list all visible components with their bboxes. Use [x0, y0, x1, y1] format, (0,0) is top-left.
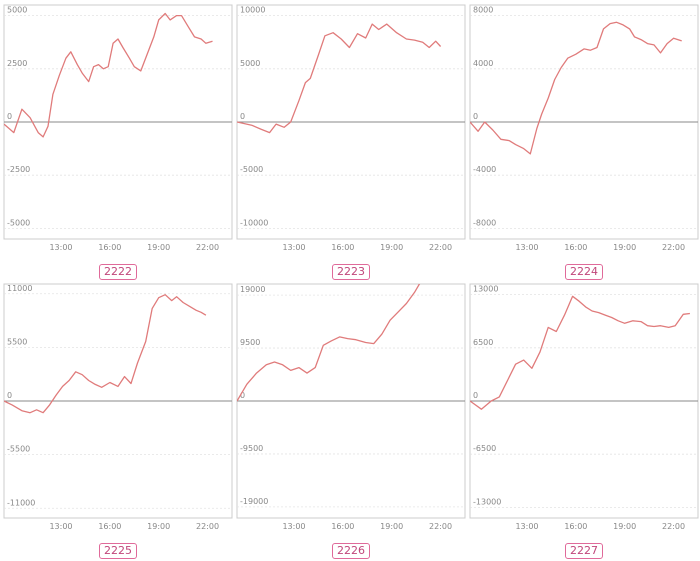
chart-caption: 2226 [236, 539, 466, 559]
x-tick-label: 13:00 [515, 243, 538, 252]
x-tick-label: 22:00 [196, 243, 219, 252]
y-tick-label: 9500 [240, 338, 260, 347]
chart-panel-2226: 19000 9500 0 -9500 -19000 13:00 16:00 19:00 22:0… [236, 283, 466, 559]
y-tick-label: -8000 [473, 218, 496, 227]
chart-label-badge: 2227 [565, 543, 603, 559]
y-tick-label: 5000 [240, 59, 260, 68]
y-tick-label: -5000 [7, 218, 30, 227]
y-tick-label: -10000 [240, 218, 268, 227]
y-tick-label: 0 [473, 391, 478, 400]
chart-panel-2227: 13000 6500 0 -6500 -13000 13:00 16:00 19:00 22:0… [469, 283, 699, 559]
y-tick-label: -13000 [473, 497, 501, 506]
y-tick-label: -4000 [473, 165, 496, 174]
chart-label-badge: 2226 [332, 543, 370, 559]
chart-caption: 2225 [3, 539, 233, 559]
y-tick-label: 0 [240, 391, 245, 400]
y-tick-label: 6500 [473, 338, 493, 347]
y-tick-label: -19000 [240, 497, 268, 506]
x-tick-label: 13:00 [282, 243, 305, 252]
y-tick-label: 4000 [473, 59, 493, 68]
y-tick-label: 0 [240, 112, 245, 121]
y-tick-label: 11000 [7, 284, 32, 293]
chart-label-badge: 2225 [99, 543, 137, 559]
chart-label-badge: 2223 [332, 264, 370, 280]
y-tick-label: 2500 [7, 59, 27, 68]
y-tick-label: -9500 [240, 444, 263, 453]
y-tick-label: 5500 [7, 337, 27, 346]
chart-caption: 2222 [3, 260, 233, 280]
x-tick-label: 16:00 [98, 522, 121, 531]
chart-svg: 5000 2500 0 -2500 -5000 13:00 16:00 19:00 22:00 [3, 4, 233, 252]
y-tick-label: 0 [7, 112, 12, 121]
x-tick-label: 19:00 [147, 522, 170, 531]
chart-svg: 13000 6500 0 -6500 -13000 13:00 16:00 19:00 22:0… [469, 283, 699, 531]
chart-svg: 11000 5500 0 -5500 -11000 13:00 16:00 19:00 22:0… [3, 283, 233, 531]
chart-label-badge: 2224 [565, 264, 603, 280]
y-tick-label: 13000 [473, 285, 498, 294]
x-tick-label: 22:00 [429, 243, 452, 252]
x-tick-label: 22:00 [196, 522, 219, 531]
chart-caption: 2224 [469, 260, 699, 280]
x-tick-label: 22:00 [662, 243, 685, 252]
y-tick-label: -2500 [7, 165, 30, 174]
x-tick-label: 19:00 [380, 243, 403, 252]
series-line [237, 23, 442, 134]
y-tick-label: 5000 [7, 6, 27, 15]
chart-label-badge: 2222 [99, 264, 137, 280]
chart-panel-2225: 11000 5500 0 -5500 -11000 13:00 16:00 19:00 22:0… [3, 283, 233, 559]
chart-panel-2224: 8000 4000 0 -4000 -8000 13:00 16:00 19:00 22:00 2… [469, 4, 699, 280]
x-tick-label: 13:00 [49, 243, 72, 252]
chart-svg: 8000 4000 0 -4000 -8000 13:00 16:00 19:00 22:00 [469, 4, 699, 252]
series-line [4, 294, 207, 414]
x-tick-label: 19:00 [613, 243, 636, 252]
y-tick-label: 10000 [240, 6, 265, 15]
series-line [4, 12, 213, 138]
series-line [470, 21, 682, 155]
y-tick-label: -11000 [7, 498, 35, 507]
y-tick-label: 0 [7, 391, 12, 400]
x-tick-label: 13:00 [515, 522, 538, 531]
chart-panel-2222: 5000 2500 0 -2500 -5000 13:00 16:00 19:00 22:00 2… [3, 4, 233, 280]
x-tick-label: 16:00 [564, 522, 587, 531]
x-tick-label: 16:00 [564, 243, 587, 252]
x-tick-label: 16:00 [331, 522, 354, 531]
chart-caption: 2223 [236, 260, 466, 280]
y-tick-label: -5000 [240, 165, 263, 174]
y-tick-label: 8000 [473, 6, 493, 15]
x-tick-label: 13:00 [49, 522, 72, 531]
x-tick-label: 13:00 [282, 522, 305, 531]
y-tick-label: 0 [473, 112, 478, 121]
x-tick-label: 19:00 [380, 522, 403, 531]
series-line [237, 284, 421, 402]
chart-caption: 2227 [469, 539, 699, 559]
x-tick-label: 19:00 [147, 243, 170, 252]
series-line [470, 295, 690, 410]
x-tick-label: 16:00 [98, 243, 121, 252]
chart-panel-2223: 10000 5000 0 -5000 -10000 13:00 16:00 19:00 22:0… [236, 4, 466, 280]
x-tick-label: 16:00 [331, 243, 354, 252]
x-tick-label: 22:00 [662, 522, 685, 531]
y-tick-label: -6500 [473, 444, 496, 453]
y-tick-label: -5500 [7, 445, 30, 454]
x-tick-label: 22:00 [429, 522, 452, 531]
chart-svg: 19000 9500 0 -9500 -19000 13:00 16:00 19:00 22:0… [236, 283, 466, 531]
x-tick-label: 19:00 [613, 522, 636, 531]
chart-svg: 10000 5000 0 -5000 -10000 13:00 16:00 19:00 22:0… [236, 4, 466, 252]
y-tick-label: 19000 [240, 285, 265, 294]
